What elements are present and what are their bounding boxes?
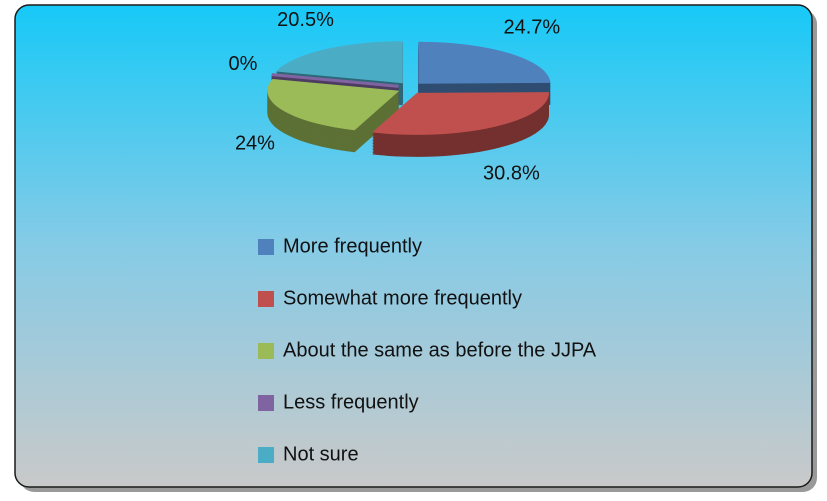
data-label: 24.7% <box>504 16 561 38</box>
data-label: 30.8% <box>483 163 540 185</box>
slice <box>418 41 551 84</box>
legend-swatch <box>258 343 274 359</box>
legend-swatch <box>258 395 274 411</box>
legend-label: About the same as before the JJPA <box>283 339 597 361</box>
frame <box>14 4 813 488</box>
slice <box>271 73 399 88</box>
slice <box>372 92 549 135</box>
legend-swatch <box>258 291 274 307</box>
legend-label: More frequently <box>283 235 422 257</box>
legend: More frequently Somewhat more frequently A… <box>258 235 597 465</box>
legend-label: Somewhat more frequently <box>283 287 522 309</box>
data-label: 20.5% <box>277 9 334 31</box>
data-label: 24% <box>235 132 275 154</box>
slice <box>276 41 403 84</box>
legend-label: Not sure <box>283 443 359 465</box>
data-label: 0% <box>228 53 257 75</box>
legend-label: Less frequently <box>283 391 419 413</box>
pie <box>267 41 551 157</box>
legend-swatch <box>258 239 274 255</box>
labels: 24.7% 30.8% 24% 0% 20.5% <box>228 9 560 184</box>
slice <box>267 79 400 131</box>
legend-swatch <box>258 447 274 463</box>
